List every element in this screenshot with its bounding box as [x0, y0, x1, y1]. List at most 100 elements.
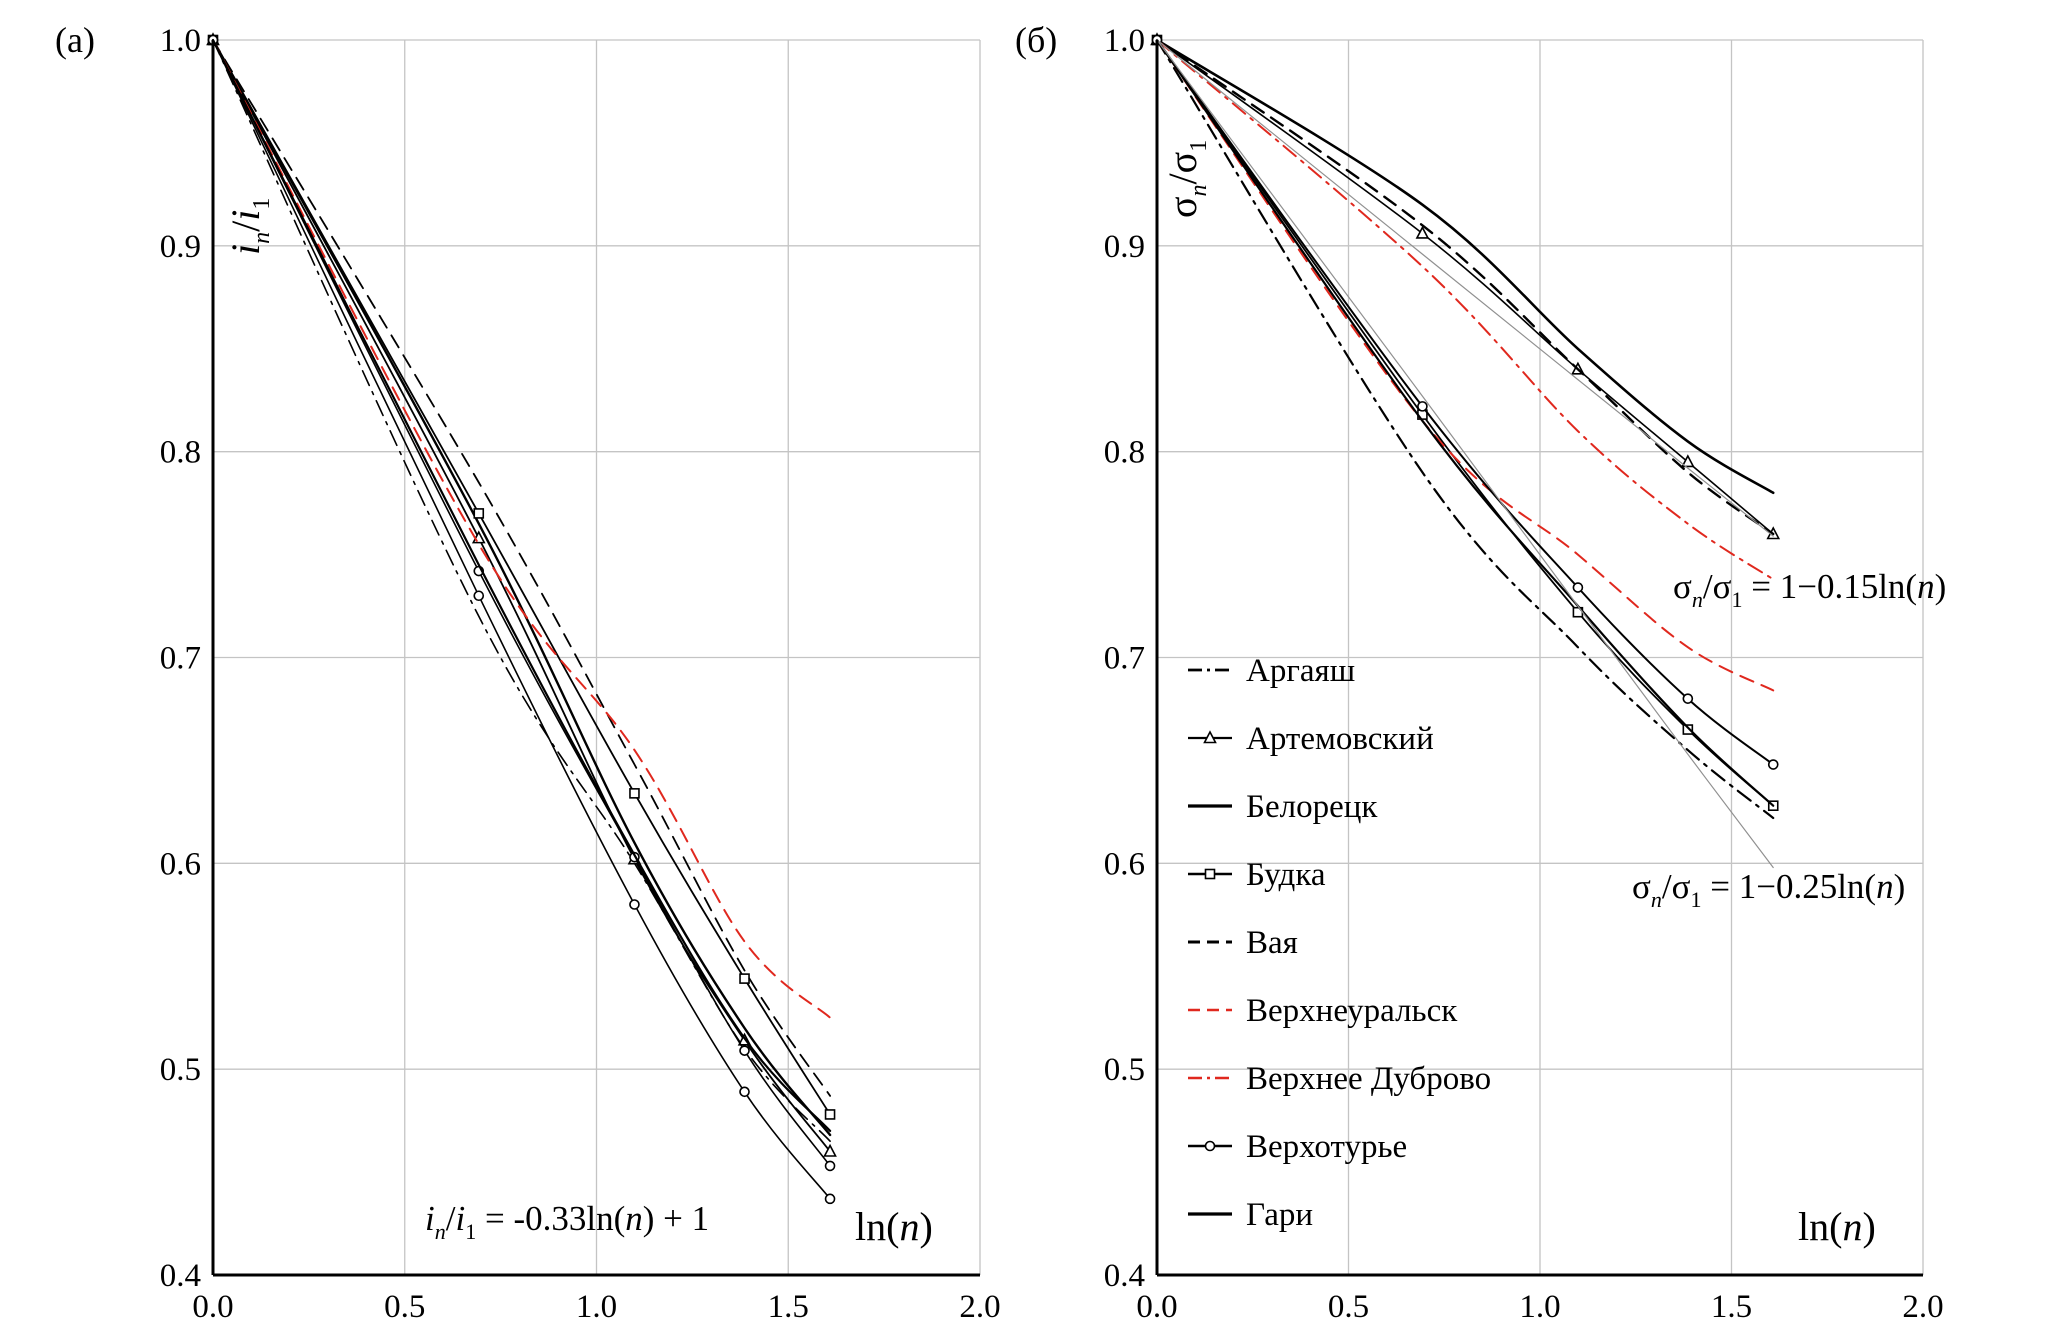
panel-b-series-7-marker-1 — [1417, 401, 1428, 412]
panel-a-gridlines — [213, 39, 981, 1275]
panel-b-series-7 — [1151, 34, 1779, 770]
panel-a-series-8-line — [211, 38, 832, 1132]
legend-item-3: Будка — [1188, 857, 1326, 893]
panel-a-series-1-marker-4 — [823, 1143, 837, 1157]
legend: Аргаяш Артемовский Белорецк Будка Вая Верхнеу… — [1188, 653, 1491, 1233]
panel-b: 0.0 0.5 1.0 1.5 2.0 0.4 0.5 0.6 0.7 0.8 0.9 1.0 (б)… — [1015, 20, 1946, 1325]
panel-b-series-2 — [1155, 38, 1775, 495]
panel-a-series-0 — [212, 39, 831, 1142]
legend-label-5: Верхнеуральск — [1246, 993, 1458, 1029]
legend-label-6: Верхнее Дуброво — [1246, 1061, 1491, 1097]
panel-a-series-7 — [207, 34, 836, 1172]
panel-b-x-tick-3: 1.5 — [1711, 1289, 1752, 1325]
panel-a-series-3-line — [212, 39, 831, 1116]
panel-b-series-7-marker-3 — [1682, 693, 1694, 704]
legend-label-2: Белорецк — [1246, 789, 1378, 825]
panel-b-series-1-marker-1 — [1415, 225, 1430, 239]
panel-b-y-tick-2: 0.6 — [1104, 846, 1145, 882]
legend-label-8: Гари — [1246, 1197, 1313, 1233]
panel-b-fit-equation-015: σn/σ1 = 1−0.15ln(n) — [1673, 567, 1946, 612]
panel-b-series-10 — [1156, 39, 1774, 869]
panel-a-series-2-line — [211, 38, 832, 1137]
panel-b-series-2-line — [1155, 38, 1775, 495]
panel-a-series-6-marker-4 — [824, 1193, 836, 1205]
legend-item-6: Верхнее Дуброво — [1188, 1061, 1491, 1097]
panel-a-x-tick-3: 1.5 — [768, 1289, 809, 1325]
panel-a-series-3-marker-2 — [629, 788, 640, 799]
legend-item-8: Гари — [1188, 1197, 1313, 1233]
panel-b-fit-equation-025: σn/σ1 = 1−0.25ln(n) — [1632, 867, 1905, 912]
panel-a-series-3-marker-1 — [473, 508, 485, 519]
legend-item-5: Верхнеуральск — [1188, 993, 1458, 1029]
panel-b-x-tick-2: 1.0 — [1519, 1289, 1560, 1325]
panel-b-x-axis-label: ln(n) — [1798, 1204, 1876, 1249]
panel-a-series-5-line — [212, 39, 832, 1019]
panel-b-series-3-marker-3 — [1682, 724, 1694, 735]
panel-a-series-6-marker-3 — [739, 1086, 750, 1098]
panel-a-series-8 — [211, 38, 832, 1132]
legend-label-7: Верхотурье — [1246, 1129, 1407, 1165]
legend-item-1: Артемовский — [1188, 721, 1434, 757]
panel-b-series-0-line — [1155, 38, 1775, 820]
panel-a-x-tick-1: 0.5 — [384, 1289, 425, 1325]
legend-label-4: Вая — [1246, 925, 1298, 961]
panel-b-series-5-line — [1156, 39, 1775, 692]
panel-b-series-9 — [1156, 39, 1774, 537]
panel-b-series-1 — [1150, 32, 1781, 540]
legend-item-2: Белорецк — [1188, 789, 1378, 825]
legend-item-0: Аргаяш — [1188, 653, 1355, 689]
legend-swatch-7-marker-0 — [1204, 1140, 1216, 1152]
panel-b-y-tick-3: 0.7 — [1104, 641, 1145, 677]
panel-b-gridlines — [1157, 39, 1924, 1275]
panel-a-series-6-marker-1 — [473, 590, 485, 602]
panel-a-series-6-marker-2 — [629, 899, 640, 910]
panel-a-series-5 — [212, 39, 832, 1019]
panel-a-series-3-marker-3 — [739, 973, 750, 984]
panel-b-y-tick-4: 0.8 — [1104, 435, 1145, 471]
legend-item-4: Вая — [1188, 925, 1298, 961]
panel-a-x-axis-label: ln(n) — [855, 1204, 933, 1249]
panel-b-series-group — [1150, 32, 1781, 869]
panel-b-ticks: 0.0 0.5 1.0 1.5 2.0 0.4 0.5 0.6 0.7 0.8 0.9 1.0 — [1104, 23, 1944, 1325]
panel-b-series-10-line — [1156, 39, 1774, 869]
panel-a-y-tick-1: 0.5 — [160, 1052, 201, 1088]
panel-b-series-1-marker-3 — [1681, 454, 1695, 468]
panel-a-series-0-line — [212, 39, 831, 1142]
panel-a-y-tick-4: 0.8 — [160, 435, 201, 471]
panel-b-x-tick-1: 0.5 — [1328, 1289, 1369, 1325]
panel-b-series-7-marker-4 — [1767, 759, 1779, 770]
panel-a-label: (а) — [55, 20, 95, 60]
panel-a-series-7-marker-4 — [824, 1160, 836, 1172]
legend-swatch-1-marker-0 — [1203, 730, 1217, 744]
panel-a-y-axis-label: in/i1 — [223, 198, 275, 255]
panel-b-y-tick-1: 0.5 — [1104, 1052, 1145, 1088]
panel-b-series-3-line — [1156, 39, 1775, 807]
panel-a-series-3-marker-4 — [824, 1109, 836, 1120]
panel-a-y-tick-5: 0.9 — [160, 229, 201, 265]
panel-a: 0.0 0.5 1.0 1.5 2.0 0.4 0.5 0.6 0.7 0.8 0.9 1.0 (а)… — [55, 20, 1001, 1325]
panel-a-fit-equation: in/i1 = -0.33ln(n) + 1 — [425, 1199, 709, 1244]
panel-b-series-4 — [1155, 38, 1775, 536]
panel-a-x-tick-2: 1.0 — [576, 1289, 617, 1325]
panel-b-series-8 — [1155, 38, 1775, 807]
panel-a-y-tick-2: 0.6 — [160, 846, 201, 882]
legend-item-7: Верхотурье — [1188, 1129, 1407, 1165]
panel-b-y-tick-5: 0.9 — [1104, 229, 1145, 265]
panel-b-series-6 — [1156, 39, 1775, 581]
panel-b-series-5 — [1156, 39, 1775, 692]
panel-b-series-4-line — [1155, 38, 1775, 536]
panel-b-x-tick-4: 2.0 — [1902, 1289, 1943, 1325]
panel-a-y-tick-6: 1.0 — [160, 23, 201, 59]
panel-a-x-tick-0: 0.0 — [192, 1289, 233, 1325]
panel-a-series-4-line — [212, 39, 831, 1097]
panel-a-series-4 — [212, 39, 831, 1097]
panel-b-y-axis-label: σn/σ1 — [1160, 140, 1212, 218]
panel-a-series-6 — [207, 34, 836, 1205]
panel-a-series-group — [206, 32, 837, 1205]
panel-a-y-tick-0: 0.4 — [160, 1258, 201, 1294]
panel-b-series-6-line — [1156, 39, 1775, 581]
panel-a-series-3 — [207, 34, 836, 1120]
panel-a-x-tick-4: 2.0 — [959, 1289, 1000, 1325]
panel-b-series-0 — [1155, 38, 1775, 820]
